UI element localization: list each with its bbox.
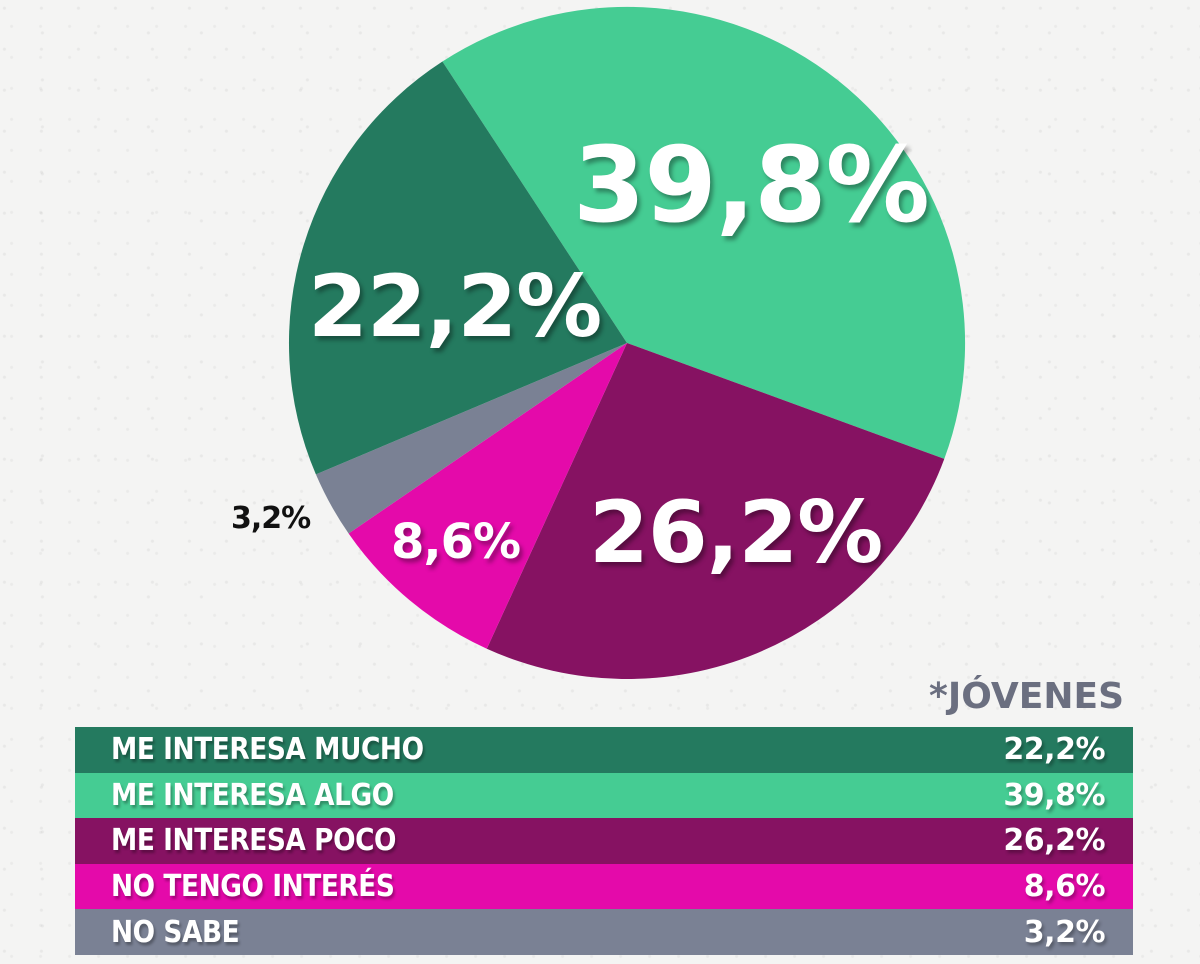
- legend-row-no-interes: NO TENGO INTERÉS 8,6%: [75, 863, 1133, 910]
- legend-table: ME INTERESA MUCHO 22,2% ME INTERESA ALGO…: [75, 727, 1133, 955]
- pie-slice-no-tengo-inter-s: [348, 343, 627, 649]
- legend-label: ME INTERESA MUCHO: [111, 732, 424, 768]
- legend-label: ME INTERESA POCO: [111, 823, 397, 859]
- legend-value: 22,2%: [1003, 732, 1105, 768]
- legend-label: NO SABE: [111, 914, 240, 950]
- pie-slice-me-interesa-algo: [442, 6, 966, 459]
- legend-row-poco: ME INTERESA POCO 26,2%: [75, 818, 1133, 864]
- pie-label-mucho: 22,2%: [308, 257, 602, 357]
- pie-slice-me-interesa-mucho: [288, 61, 627, 475]
- legend-row-mucho: ME INTERESA MUCHO 22,2%: [75, 727, 1133, 773]
- legend-value: 26,2%: [1003, 823, 1105, 859]
- pie-slice-no-sabe: [315, 343, 627, 534]
- audience-label: *JÓVENES: [929, 676, 1124, 717]
- legend-value: 8,6%: [1023, 869, 1106, 905]
- legend-row-no-sabe: NO SABE 3,2%: [75, 909, 1133, 955]
- pie-slice-me-interesa-poco: [486, 343, 945, 679]
- pie-label-algo: 39,8%: [573, 124, 930, 246]
- legend-value: 39,8%: [1003, 777, 1105, 813]
- pie-chart: [288, 6, 966, 679]
- pie-label-no-interes: 8,6%: [391, 514, 521, 570]
- pie-label-poco: 26,2%: [589, 483, 883, 583]
- legend-label: NO TENGO INTERÉS: [111, 869, 395, 905]
- legend-label: ME INTERESA ALGO: [111, 777, 394, 813]
- pie-label-no-sabe: 3,2%: [231, 501, 311, 536]
- legend-value: 3,2%: [1023, 914, 1106, 950]
- legend-row-algo: ME INTERESA ALGO 39,8%: [75, 772, 1133, 819]
